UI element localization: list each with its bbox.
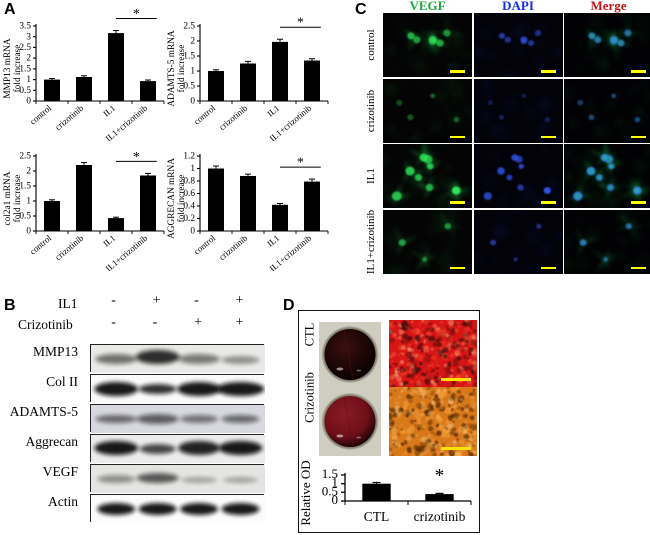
svg-text:Relative OD: Relative OD (299, 460, 313, 525)
svg-text:crizotinib: crizotinib (414, 509, 466, 524)
svg-text:CTL: CTL (364, 509, 390, 524)
svg-text:*: * (435, 465, 445, 486)
svg-text:1.5: 1.5 (322, 466, 338, 481)
